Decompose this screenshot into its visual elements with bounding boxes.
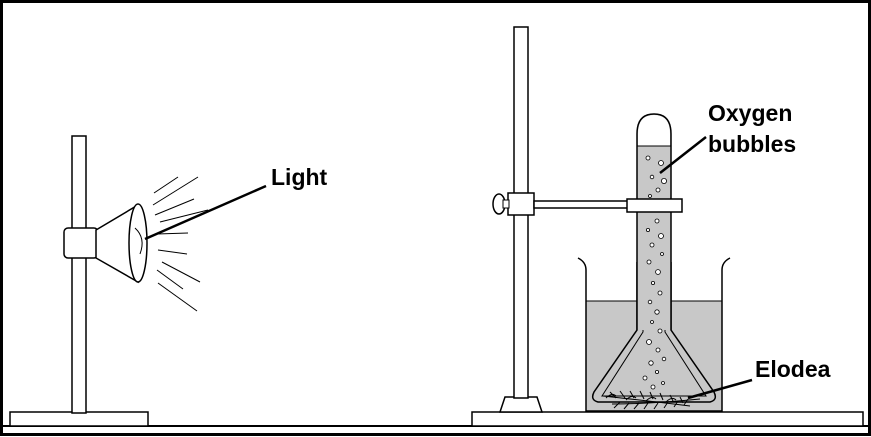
clamp-arm (533, 200, 631, 209)
boss-screw (502, 199, 510, 209)
retort-stand-foot (498, 396, 544, 413)
retort-stand (471, 26, 864, 427)
boss-head (507, 192, 535, 216)
retort-stand-base (471, 411, 864, 427)
tube-clamp (626, 198, 683, 213)
oxygen-bubbles (642, 155, 668, 390)
light-label: Light (271, 164, 328, 190)
lamp-stand-base (9, 411, 149, 427)
lamp-shade-rim (128, 203, 148, 283)
oxygen-bubbles-pointer (659, 136, 707, 174)
lamp-bulb (134, 227, 143, 255)
gas-pocket (638, 115, 670, 146)
elodea-pointer (687, 378, 753, 400)
elodea-label: Elodea (755, 356, 831, 382)
lamp-clamp (63, 227, 99, 259)
oxygen-bubbles-label-line2: bubbles (708, 131, 796, 157)
light-rays (152, 176, 209, 312)
beaker-glass (577, 257, 731, 412)
funnel-and-test-tube (591, 113, 717, 403)
lamp-stand-pole (71, 135, 87, 414)
elodea-plant (602, 390, 701, 410)
oxygen-bubbles-label-line1: Oxygen (708, 100, 792, 126)
lamp (63, 176, 209, 312)
test-tube (636, 113, 672, 330)
lamp-stand (9, 135, 149, 427)
light-pointer (144, 184, 267, 241)
